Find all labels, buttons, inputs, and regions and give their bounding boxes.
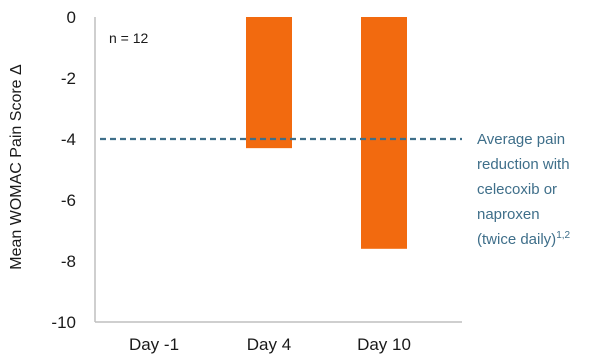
y-tick-labels: 0 -2 -4 -6 -8 -10 (51, 8, 76, 332)
y-tick-label: -4 (61, 130, 76, 149)
reference-line-label: Average pain reduction with celecoxib or na… (477, 131, 571, 248)
sample-size-annotation: n = 12 (109, 30, 149, 46)
y-tick-label: 0 (67, 8, 76, 27)
reference-label-line: reduction with (477, 156, 570, 173)
y-tick-label: -10 (51, 313, 76, 332)
x-tick-labels: Day -1 Day 4 Day 10 (129, 335, 411, 354)
y-tick-label: -6 (61, 191, 76, 210)
y-tick-label: -2 (61, 69, 76, 88)
reference-label-line: Average pain (477, 131, 565, 148)
y-tick-label: -8 (61, 252, 76, 271)
x-tick-label: Day 4 (247, 335, 291, 354)
bars (246, 17, 407, 249)
x-tick-label: Day -1 (129, 335, 179, 354)
x-tick-label: Day 10 (357, 335, 411, 354)
reference-label-line: (twice daily) (477, 231, 556, 248)
reference-label-line: naproxen (477, 206, 540, 223)
reference-label-line: celecoxib or (477, 181, 557, 198)
bar (361, 17, 407, 249)
reference-label-superscript: 1,2 (556, 230, 570, 241)
bar (246, 17, 292, 149)
y-axis-title: Mean WOMAC Pain Score Δ (8, 64, 25, 270)
